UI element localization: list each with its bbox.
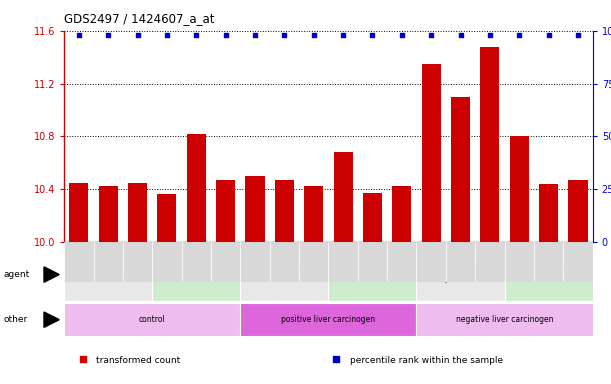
Bar [299, 242, 329, 282]
Bar [152, 242, 181, 282]
Point [544, 32, 554, 38]
Bar [181, 242, 211, 282]
Bar [358, 242, 387, 282]
Bar [568, 180, 588, 242]
Bar [329, 242, 358, 282]
Bar [158, 194, 177, 242]
Bar [69, 182, 89, 242]
Bar [187, 134, 206, 242]
Point [426, 32, 436, 38]
Bar [304, 187, 323, 242]
Bar [216, 180, 235, 242]
Bar [240, 303, 417, 336]
Point [279, 32, 289, 38]
Bar [387, 242, 417, 282]
Text: negative liver carcinogen: negative liver carcinogen [456, 315, 554, 324]
Text: Feed control: Feed control [89, 272, 128, 277]
Bar [534, 242, 563, 282]
Bar [417, 303, 593, 336]
Bar [363, 193, 382, 242]
Text: transformed count: transformed count [96, 356, 180, 366]
Point [162, 32, 172, 38]
Bar [64, 242, 93, 282]
Text: percentile rank within the sample: percentile rank within the sample [349, 356, 503, 366]
Bar [563, 242, 593, 282]
Point [103, 32, 113, 38]
Bar [417, 242, 446, 282]
Text: 1,5-Naphthalenedia
mine: 1,5-Naphthalenedia mine [254, 269, 315, 280]
Bar [64, 248, 152, 301]
Text: control: control [139, 315, 166, 324]
Bar [392, 187, 411, 242]
Text: 2,3-Benzofuran: 2,3-Benzofuran [348, 272, 397, 277]
Bar [480, 46, 499, 242]
Bar [417, 248, 505, 301]
Bar [539, 184, 558, 242]
Point [309, 32, 318, 38]
Point [331, 356, 341, 362]
Text: Corn oil vehicle
control: Corn oil vehicle control [172, 269, 221, 280]
Bar [505, 242, 534, 282]
Bar [334, 152, 353, 242]
Point [514, 32, 524, 38]
Bar [475, 242, 505, 282]
Bar [152, 248, 240, 301]
Bar [329, 248, 417, 301]
Bar [451, 97, 470, 242]
Bar [93, 242, 123, 282]
Text: N-(1-naphthyl)ethyle
nediamine
dihydrochloride: N-(1-naphthyl)ethyle nediamine dihydroch… [428, 266, 493, 283]
Bar [64, 303, 240, 336]
Point [397, 32, 407, 38]
Bar [269, 242, 299, 282]
Bar [128, 182, 147, 242]
Bar [240, 248, 329, 301]
Bar [446, 242, 475, 282]
Bar [510, 136, 529, 242]
Point [78, 356, 87, 362]
Text: positive liver carcinogen: positive liver carcinogen [281, 315, 376, 324]
Point [74, 32, 84, 38]
Bar [123, 242, 152, 282]
Bar [422, 64, 441, 242]
Bar [211, 242, 240, 282]
Bar [240, 242, 269, 282]
Text: Pentachloronitroben
zene: Pentachloronitroben zene [517, 269, 580, 280]
Point [485, 32, 495, 38]
Point [456, 32, 466, 38]
Bar [98, 187, 118, 242]
Point [191, 32, 201, 38]
Point [338, 32, 348, 38]
Bar [246, 176, 265, 242]
Text: agent: agent [3, 270, 29, 279]
Point [133, 32, 142, 38]
Bar [505, 248, 593, 301]
Point [221, 32, 230, 38]
Text: GDS2497 / 1424607_a_at: GDS2497 / 1424607_a_at [64, 12, 214, 25]
Point [573, 32, 583, 38]
Bar [275, 180, 294, 242]
Point [250, 32, 260, 38]
Point [368, 32, 378, 38]
Text: other: other [3, 315, 27, 324]
